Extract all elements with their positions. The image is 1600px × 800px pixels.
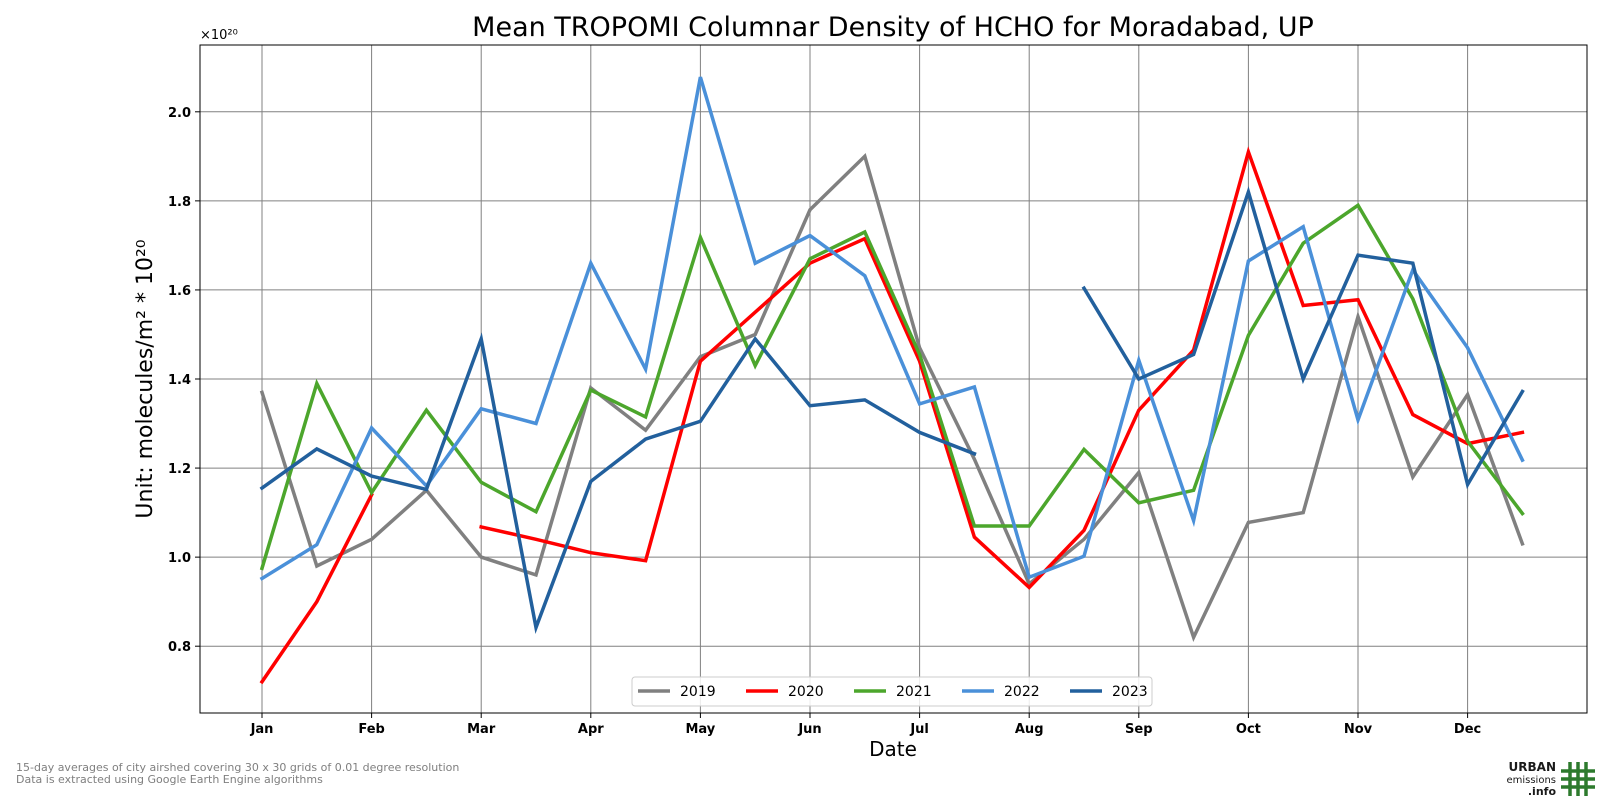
logo-line-emissions: emissions: [1506, 775, 1556, 786]
y-axis-offset-label: ×10²⁰: [200, 28, 238, 43]
y-tick-label: 1.6: [168, 284, 191, 299]
logo-line-urban: URBAN: [1508, 760, 1556, 774]
legend-box: [631, 676, 1153, 707]
series-line-2022: [259, 76, 1525, 581]
x-axis: Jan Feb Mar Apr May Jun Jul Aug Sep Oct Nov Dec: [250, 713, 1481, 737]
y-tick-label: 2.0: [168, 106, 191, 121]
urban-emissions-logo: URBAN emissions .info: [1500, 760, 1598, 798]
chart-title: Mean TROPOMI Columnar Density of HCHO fo…: [472, 12, 1314, 43]
x-tick-label: Dec: [1454, 722, 1481, 737]
x-tick-label: Apr: [578, 722, 604, 737]
x-tick-label: Jun: [797, 722, 821, 737]
footnote-source: Data is extracted using Google Earth Eng…: [16, 773, 323, 786]
y-axis-label: Unit: molecules/m² * 10²⁰: [133, 239, 158, 518]
x-axis-label: Date: [869, 737, 917, 761]
series-lines: [259, 76, 1525, 685]
y-tick-label: 1.8: [168, 195, 191, 210]
series-line-2023: [1081, 186, 1525, 490]
legend-label-2022: 2022: [1004, 684, 1040, 700]
logo-line-info: .info: [1527, 785, 1556, 798]
legend-label-2019: 2019: [680, 684, 716, 700]
x-tick-label: Feb: [358, 722, 384, 737]
legend-label-2020: 2020: [788, 684, 824, 700]
legend: 2019 2020 2021 2022 2023: [631, 676, 1153, 707]
y-axis: 0.8 1.0 1.2 1.4 1.6 1.8 2.0: [168, 106, 200, 655]
x-tick-label: Oct: [1236, 722, 1261, 737]
x-tick-label: Mar: [467, 722, 496, 737]
x-tick-label: Sep: [1125, 722, 1153, 737]
x-tick-label: Aug: [1015, 722, 1044, 737]
x-tick-label: May: [686, 722, 716, 737]
grid: [200, 45, 1587, 713]
x-tick-label: Jul: [909, 722, 929, 737]
series-line-2020: [479, 146, 1525, 590]
series-line-2023: [259, 332, 977, 634]
grid-icon: [1561, 762, 1595, 796]
x-tick-label: Jan: [250, 722, 274, 737]
legend-label-2023: 2023: [1112, 684, 1148, 700]
y-tick-label: 0.8: [168, 640, 191, 655]
series-line-2020: [259, 492, 374, 685]
legend-label-2021: 2021: [896, 684, 932, 700]
series-line-2021: [259, 202, 1525, 571]
footnote-resolution: 15-day averages of city airshed covering…: [16, 761, 460, 774]
y-tick-label: 1.4: [168, 373, 191, 388]
y-tick-label: 1.0: [168, 551, 191, 566]
series-line-2019: [259, 152, 1525, 642]
x-tick-label: Nov: [1344, 722, 1373, 737]
y-tick-label: 1.2: [168, 462, 191, 477]
